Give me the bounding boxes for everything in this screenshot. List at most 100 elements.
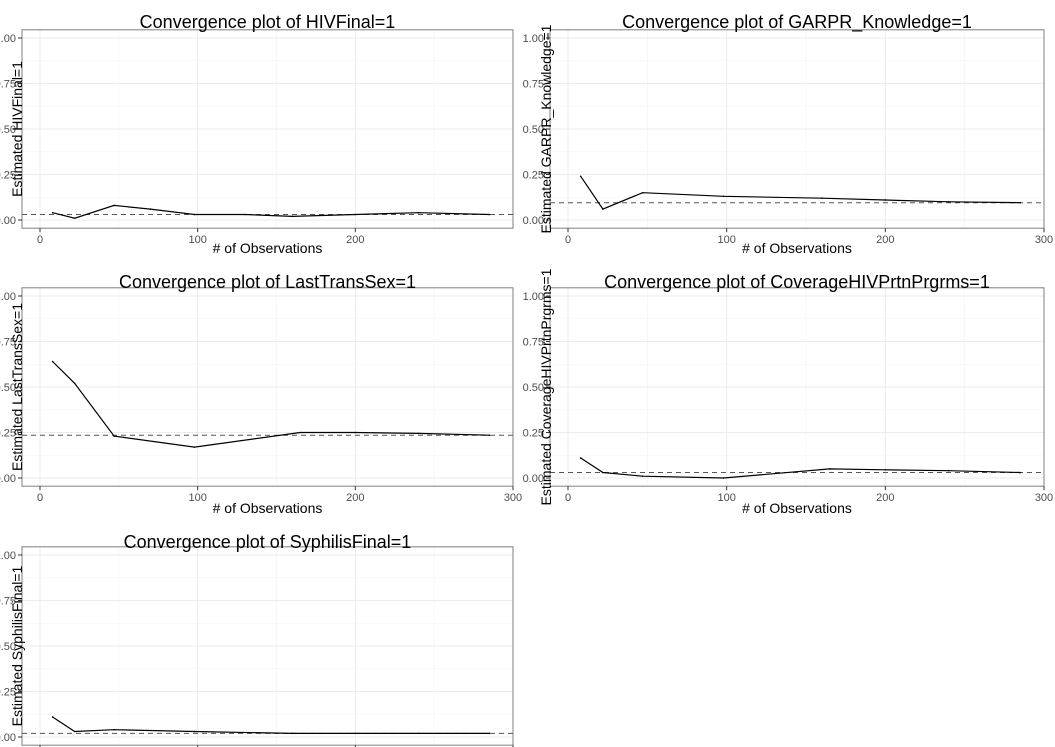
- x-tick-label: 200: [876, 234, 894, 246]
- x-tick-label: 200: [346, 492, 364, 504]
- series-point: [354, 732, 357, 735]
- x-tick-label: 300: [1035, 234, 1053, 246]
- y-tick-label: 0.00: [523, 473, 544, 485]
- panel-3: 0.00 0.25 0.50 0.75 1.00 0 100 200 300 Convergenc…: [523, 268, 1054, 516]
- series-point: [291, 215, 294, 218]
- series-point: [354, 213, 357, 216]
- x-tick-label: 100: [717, 492, 735, 504]
- y-tick-label: 0.50: [0, 382, 16, 394]
- series-point: [244, 213, 246, 216]
- series-point: [821, 197, 823, 199]
- y-axis-label: Estimated CoverageHIVPrtnPrgrms=1: [538, 268, 554, 505]
- y-tick-label: 0.50: [523, 382, 544, 394]
- series-point: [579, 457, 582, 459]
- y-tick-label: 1.00: [0, 550, 16, 562]
- series-point: [354, 431, 357, 434]
- series-line: [52, 204, 490, 219]
- series-point: [641, 475, 644, 477]
- series-point: [1019, 201, 1021, 204]
- y-tick-label: 1.00: [523, 33, 544, 45]
- chart-title: Convergence plot of HIVFinal=1: [140, 12, 396, 32]
- y-tick-label: 0.75: [523, 79, 544, 91]
- series-point: [417, 211, 420, 214]
- panel-2: 0.00 0.25 0.50 0.75 1.00 0 100 200 300 Convergenc…: [0, 272, 522, 516]
- panel-1: 0.00 0.25 0.50 0.75 1.00 0 100 200 300 Convergenc…: [523, 12, 1054, 256]
- y-tick-label: 0.75: [523, 337, 544, 349]
- series-point: [51, 360, 54, 363]
- y-axis-label: Estimated LastTransSex=1: [9, 303, 25, 471]
- y-tick-label: 0.00: [523, 215, 544, 227]
- y-axis-label: Estimated HIVFinal=1: [9, 61, 25, 197]
- x-tick-label: 0: [37, 492, 43, 504]
- series-line: [580, 175, 1021, 210]
- series-point: [948, 469, 950, 472]
- series-point: [884, 199, 887, 201]
- y-tick-label: 0.75: [0, 79, 16, 91]
- series-point: [51, 211, 54, 214]
- y-tick-label: 0.25: [0, 687, 16, 699]
- series-point: [884, 469, 887, 471]
- y-tick-label: 0.75: [0, 337, 16, 349]
- x-axis-label: # of Observations: [213, 500, 323, 516]
- y-tick-label: 0.25: [0, 428, 16, 440]
- series-point: [149, 208, 152, 210]
- chart-title: Convergence plot of CoverageHIVPrtnPrgrm…: [604, 272, 990, 292]
- series-point: [1019, 471, 1021, 474]
- series-point: [291, 732, 294, 735]
- panel-0: 0.00 0.25 0.50 0.75 1.00 0 100 200 Convergence p…: [0, 12, 514, 256]
- series-point: [73, 382, 76, 385]
- x-tick-label: 100: [717, 234, 735, 246]
- y-axis-label: Estimated SyphilisFinal=1: [9, 565, 25, 726]
- chart-title: Convergence plot of SyphilisFinal=1: [124, 532, 412, 552]
- x-tick-label: 200: [346, 234, 364, 246]
- series-point: [948, 201, 950, 203]
- series-point: [51, 716, 54, 718]
- y-tick-label: 0.25: [523, 428, 544, 440]
- x-tick-label: 0: [37, 234, 43, 246]
- x-tick-label: 300: [504, 492, 522, 504]
- series-point: [488, 732, 491, 735]
- x-tick-label: 100: [188, 492, 206, 504]
- series-point: [722, 195, 725, 198]
- series-point: [579, 175, 582, 178]
- x-tick-label: 300: [1035, 492, 1053, 504]
- series-point: [193, 446, 196, 448]
- y-tick-label: 0.50: [0, 641, 16, 653]
- y-tick-label: 0.50: [523, 124, 544, 136]
- y-tick-label: 1.00: [0, 291, 16, 303]
- x-axis-label: # of Observations: [213, 240, 323, 256]
- series-point: [417, 432, 420, 435]
- y-tick-label: 0.50: [0, 124, 16, 136]
- series-point: [113, 204, 115, 207]
- y-tick-label: 0.00: [0, 215, 16, 227]
- series-point: [641, 191, 644, 194]
- x-axis-label: # of Observations: [742, 240, 852, 256]
- y-tick-label: 0.25: [0, 170, 16, 182]
- series-point: [602, 208, 604, 210]
- y-tick-label: 0.00: [0, 473, 16, 485]
- y-tick-label: 0.75: [0, 596, 16, 608]
- series-point: [73, 217, 76, 219]
- series-point: [602, 471, 604, 474]
- series-point: [113, 728, 115, 731]
- series-line: [580, 457, 1021, 479]
- y-tick-label: 1.00: [0, 33, 16, 45]
- y-tick-label: 0.00: [0, 732, 16, 744]
- series-point: [488, 434, 491, 437]
- y-axis-label: Estimated GARPR_Knowledge=1: [538, 24, 554, 233]
- series-point: [829, 468, 831, 470]
- x-axis-label: # of Observations: [742, 500, 852, 516]
- series-point: [488, 213, 491, 216]
- series-point: [113, 435, 115, 437]
- series-point: [299, 431, 301, 434]
- series-line: [52, 716, 490, 735]
- series-point: [73, 730, 76, 733]
- y-tick-label: 0.25: [523, 170, 544, 182]
- y-tick-label: 1.00: [523, 291, 544, 303]
- series-line: [52, 361, 490, 448]
- series-point: [193, 213, 196, 216]
- x-tick-label: 100: [188, 234, 206, 246]
- chart-title: Convergence plot of GARPR_Knowledge=1: [622, 12, 972, 33]
- chart-title: Convergence plot of LastTransSex=1: [119, 272, 416, 292]
